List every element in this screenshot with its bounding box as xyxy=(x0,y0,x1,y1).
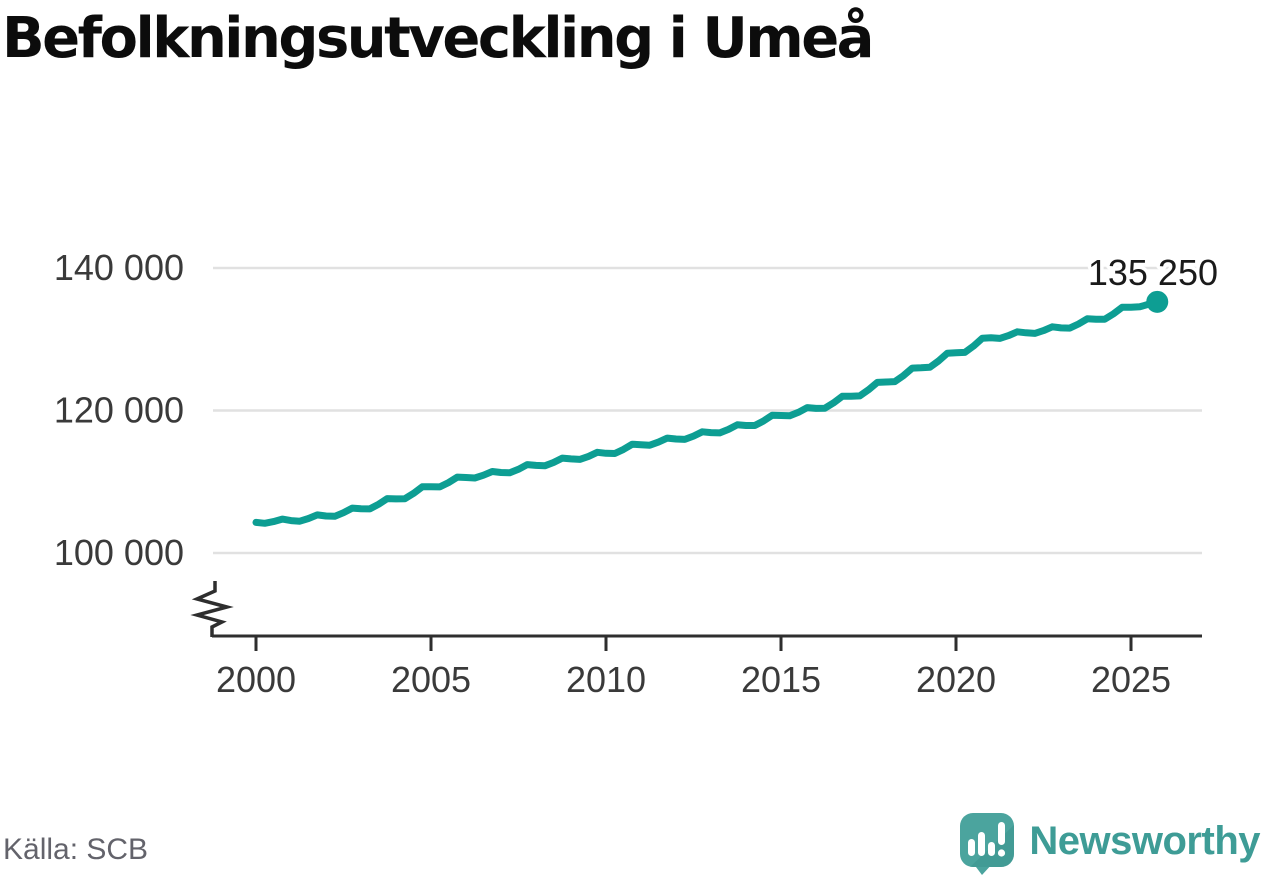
chart-title: Befolkningsutveckling i Umeå xyxy=(2,6,874,71)
x-tick-label: 2025 xyxy=(1091,659,1171,700)
y-tick-label: 120 000 xyxy=(54,390,184,431)
y-tick-label: 140 000 xyxy=(54,247,184,288)
logo-bar-chart-exclamation-icon xyxy=(968,822,1006,857)
logo-bar-3 xyxy=(988,842,996,856)
newsworthy-logo: Newsworthy xyxy=(960,813,1260,875)
source-label: Källa: SCB xyxy=(3,833,149,866)
x-tick-label: 2010 xyxy=(566,659,646,700)
x-tick-label: 2015 xyxy=(741,659,821,700)
logo-exclamation-dot xyxy=(998,849,1006,857)
newsworthy-logo-icon xyxy=(960,813,1015,875)
newsworthy-logo-text: Newsworthy xyxy=(1029,819,1260,863)
latest-value-label: 135 250 xyxy=(1088,252,1218,293)
x-tick-label: 2000 xyxy=(216,659,296,700)
x-tick-label: 2020 xyxy=(916,659,996,700)
y-axis-break-icon xyxy=(190,581,234,637)
logo-bar-2 xyxy=(978,832,986,856)
x-tick-label: 2005 xyxy=(391,659,471,700)
latest-value-dot xyxy=(1146,290,1169,313)
logo-exclamation-stem xyxy=(998,822,1006,845)
population-line xyxy=(252,298,1161,527)
y-tick-label: 100 000 xyxy=(54,532,184,573)
logo-bar-1 xyxy=(968,839,976,856)
